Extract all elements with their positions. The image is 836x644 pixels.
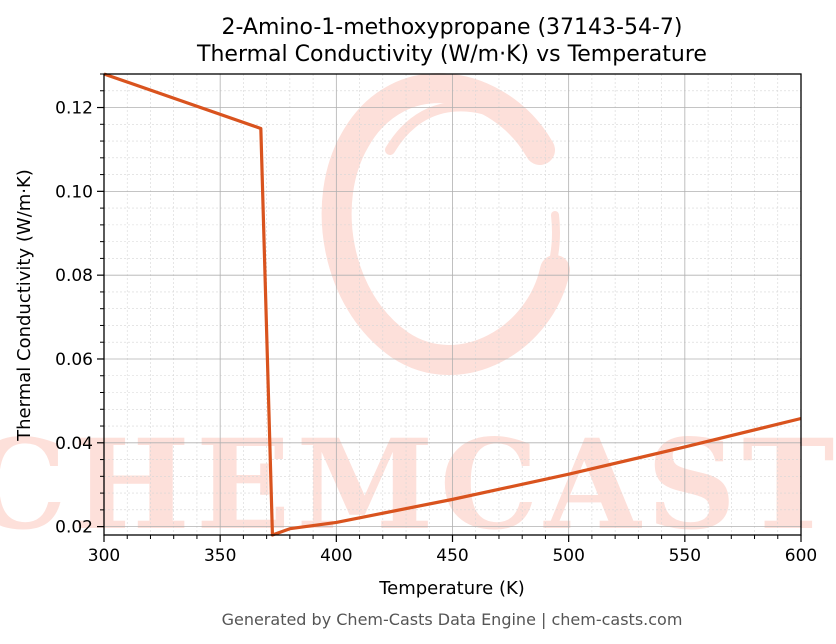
series-layer [103,72,802,537]
x-tick-label: 500 [552,546,584,566]
y-tick-label: 0.12 [55,99,93,119]
watermark: CHEMCASTS [0,73,836,558]
y-tick-label: 0.06 [55,350,93,370]
series-line [103,72,802,537]
x-tick-label: 550 [669,546,701,566]
watermark-logo-icon [321,73,570,375]
y-tick-label: 0.08 [55,266,93,286]
x-axis-label: Temperature (K) [378,578,525,599]
chart-title: 2-Amino-1-methoxypropane (37143-54-7) [221,15,682,40]
x-axis-ticks: 300 350 400 450 500 550 600 [88,535,817,566]
y-tick-label: 0.10 [55,182,93,202]
x-tick-label: 300 [88,546,120,566]
footer-text: Generated by Chem-Casts Data Engine | ch… [222,610,683,629]
y-tick-label: 0.04 [55,434,93,454]
y-axis-ticks: 0.02 0.04 0.06 0.08 0.10 0.12 [55,73,104,538]
x-tick-label: 450 [436,546,468,566]
chart-subtitle: Thermal Conductivity (W/m·K) vs Temperat… [196,42,707,67]
x-tick-label: 400 [320,546,352,566]
x-tick-label: 350 [204,546,236,566]
watermark-text: CHEMCASTS [0,413,836,558]
y-tick-label: 0.02 [55,518,93,538]
y-axis-label: Thermal Conductivity (W/m·K) [14,169,35,442]
x-tick-label: 600 [785,546,817,566]
